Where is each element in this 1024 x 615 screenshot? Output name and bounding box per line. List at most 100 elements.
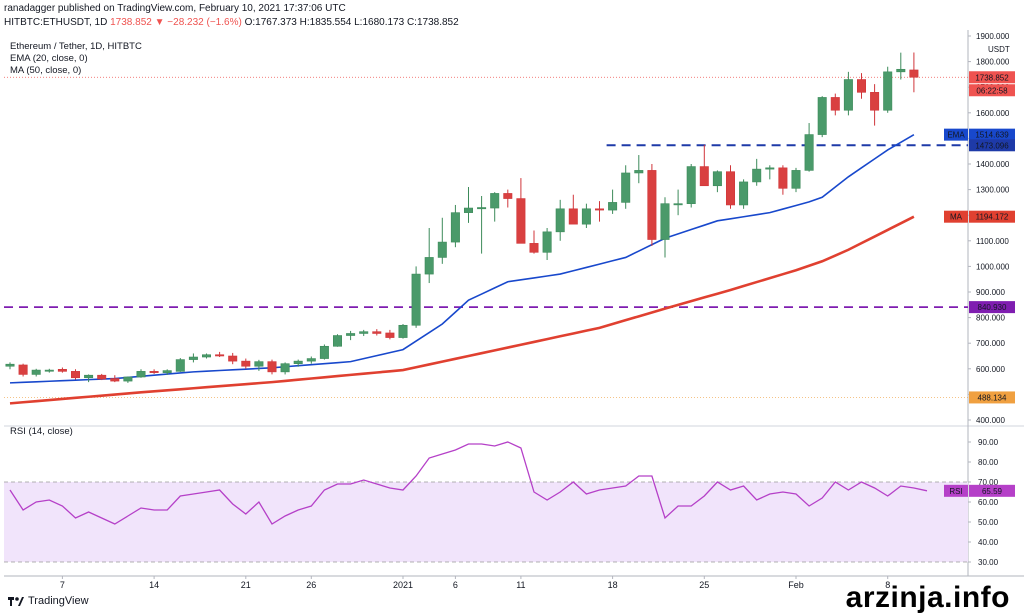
rsi-tick-label: 30.00 <box>978 558 999 567</box>
candle-body <box>175 359 185 372</box>
candle-body <box>411 273 421 326</box>
candle <box>215 351 225 358</box>
candle-body <box>686 166 696 204</box>
candle <box>254 359 264 371</box>
time-tick-label: 18 <box>608 580 618 590</box>
candle <box>175 358 185 372</box>
candle <box>673 189 683 216</box>
ma-legend: MA (50, close, 0) <box>10 65 82 76</box>
candle <box>870 84 880 126</box>
candle-body <box>594 208 604 211</box>
last-price-tag: 1738.852 <box>969 71 1015 84</box>
candle-body <box>44 369 54 372</box>
candle-body <box>306 358 316 362</box>
time-tick-label: 8 <box>885 580 890 590</box>
rsi-tick-label: 60.00 <box>978 498 999 507</box>
candle <box>896 52 906 80</box>
candle-body <box>791 170 801 189</box>
ema-name-tag-text: EMA <box>947 131 965 140</box>
candle-body <box>398 324 408 338</box>
candle-body <box>660 203 670 240</box>
candle <box>346 330 356 341</box>
candle-body <box>162 370 172 373</box>
candle <box>84 374 94 383</box>
candle-body <box>188 356 198 360</box>
candle-body <box>346 333 356 336</box>
time-tick-label: 25 <box>699 580 709 590</box>
candle <box>110 375 120 383</box>
candle-body <box>752 168 762 183</box>
ema-name-tag-bg <box>944 128 968 141</box>
candle-body <box>202 354 212 358</box>
candle <box>581 203 591 228</box>
candle <box>424 228 434 284</box>
candle <box>621 165 631 209</box>
ema-legend: EMA (20, close, 0) <box>10 53 88 64</box>
candle-body <box>424 257 434 275</box>
candle <box>516 178 526 244</box>
candles <box>5 52 919 383</box>
price-tick-label: 800.000 <box>976 314 1005 323</box>
ma-name-tag-text: MA <box>950 213 963 222</box>
candle-body <box>372 331 382 334</box>
candle <box>778 165 788 195</box>
candle-body <box>18 364 28 375</box>
time-tick-label: 7 <box>60 580 65 590</box>
resistance-tag-text: 1473.096 <box>975 141 1009 150</box>
candle-body <box>516 198 526 244</box>
candle <box>319 344 329 360</box>
candle <box>149 369 159 374</box>
time-axis-ticks: 7 14 21 26 2021 6 11 18 25 Feb 8 <box>60 576 890 590</box>
candle-body <box>843 79 853 111</box>
candle-body <box>503 193 513 199</box>
candle <box>909 52 919 93</box>
candle <box>123 376 133 383</box>
candle-body <box>804 134 814 171</box>
candle-body <box>896 68 906 73</box>
candle <box>359 329 369 337</box>
candle-body <box>699 166 709 187</box>
candle-body <box>332 335 342 347</box>
countdown-tag: 06:22:58 <box>969 84 1015 97</box>
price-tick-label: 600.000 <box>976 365 1005 374</box>
resistance-tag: 1473.096 <box>969 139 1015 152</box>
chart-title: Ethereum / Tether, 1D, HITBTC <box>10 41 142 52</box>
rsi-tick-label: 40.00 <box>978 538 999 547</box>
candle <box>686 164 696 208</box>
candle-body <box>739 181 749 206</box>
time-tick-label: 6 <box>453 580 458 590</box>
price-axis-ticks: 400.000500.000600.000700.000800.000900.0… <box>968 32 1010 425</box>
candle <box>817 96 827 138</box>
price-tick-label: 1300.000 <box>976 186 1010 195</box>
candle-body <box>581 208 591 225</box>
candle-body <box>228 355 238 362</box>
candle-body <box>71 371 81 379</box>
candle <box>267 359 277 375</box>
rsi-tick-label: 90.00 <box>978 438 999 447</box>
chart-canvas[interactable]: 400.000500.000600.000700.000800.000900.0… <box>0 30 1024 590</box>
time-tick-label: 2021 <box>393 580 413 590</box>
candle <box>804 123 814 172</box>
candle <box>542 228 552 260</box>
price-tick-label: 1600.000 <box>976 109 1010 118</box>
candle <box>791 167 801 193</box>
tradingview-logo[interactable]: TradingView <box>8 595 89 607</box>
candle <box>57 367 67 373</box>
candle-body <box>110 378 120 382</box>
candle-body <box>634 170 644 174</box>
price-tick-label: 1800.000 <box>976 58 1010 67</box>
candle <box>856 73 866 99</box>
candle-body <box>817 97 827 135</box>
candle <box>332 334 342 347</box>
time-tick-label: 14 <box>149 580 159 590</box>
candle-body <box>149 371 159 373</box>
price-tick-label: 900.000 <box>976 288 1005 297</box>
last-price: 1738.852 <box>110 17 152 28</box>
rsi-name-tag-bg <box>944 484 968 497</box>
candle <box>5 362 15 370</box>
candle <box>529 230 539 254</box>
price-tick-label: 1100.000 <box>976 237 1009 246</box>
candle <box>18 363 28 377</box>
candle <box>739 179 749 209</box>
candle <box>830 93 840 116</box>
